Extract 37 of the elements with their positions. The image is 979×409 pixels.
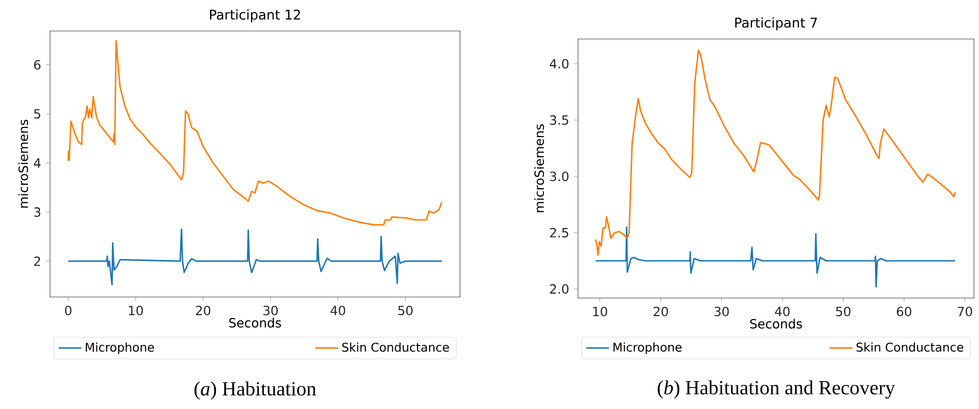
x-tick-label: 30 <box>263 306 278 316</box>
chart-title: Participant 12 <box>210 9 300 22</box>
y-axis-title: microSiemens <box>534 124 544 212</box>
legend-label: Skin Conductance <box>856 342 964 352</box>
x-tick-label: 60 <box>896 306 912 316</box>
x-tick-label: 30 <box>714 306 729 316</box>
x-axis-title: Seconds <box>229 318 282 328</box>
y-tick-label: 2.5 <box>550 228 568 238</box>
legend-label: Microphone <box>86 342 154 354</box>
x-tick-label: 40 <box>774 306 790 316</box>
x-tick-label: 50 <box>836 306 850 316</box>
x-axis-title: Seconds <box>750 318 802 329</box>
y-tick-label: 3.0 <box>550 172 568 182</box>
line-series <box>594 226 956 288</box>
x-tick-label: 40 <box>330 306 346 316</box>
y-tick-label: 3.5 <box>550 115 568 125</box>
legend-label: Microphone <box>614 342 682 354</box>
x-tick-label: 10 <box>593 306 608 316</box>
y-tick-label: 6 <box>34 60 40 70</box>
y-tick-label: 3 <box>34 207 40 217</box>
line-series <box>67 228 443 286</box>
x-tick-label: 0 <box>65 306 72 316</box>
chart-title: Participant 7 <box>735 17 817 30</box>
y-axis-title: microSiemens <box>18 120 28 208</box>
y-tick-label: 4 <box>34 158 41 168</box>
x-tick-label: 20 <box>196 306 210 316</box>
x-tick-label: 10 <box>128 306 143 316</box>
text: (a) Habituation <box>194 382 316 400</box>
y-tick-label: 2 <box>34 256 40 266</box>
x-tick-label: 50 <box>398 306 413 316</box>
y-tick-label: 4.0 <box>550 58 568 69</box>
x-tick-label: 20 <box>654 306 668 316</box>
text: (b) Habituation and Recovery <box>658 380 896 399</box>
y-tick-label: 2.0 <box>550 284 568 294</box>
x-tick-label: 70 <box>958 306 972 316</box>
y-tick-label: 5 <box>34 109 40 119</box>
legend-label: Skin Conductance <box>342 342 449 352</box>
